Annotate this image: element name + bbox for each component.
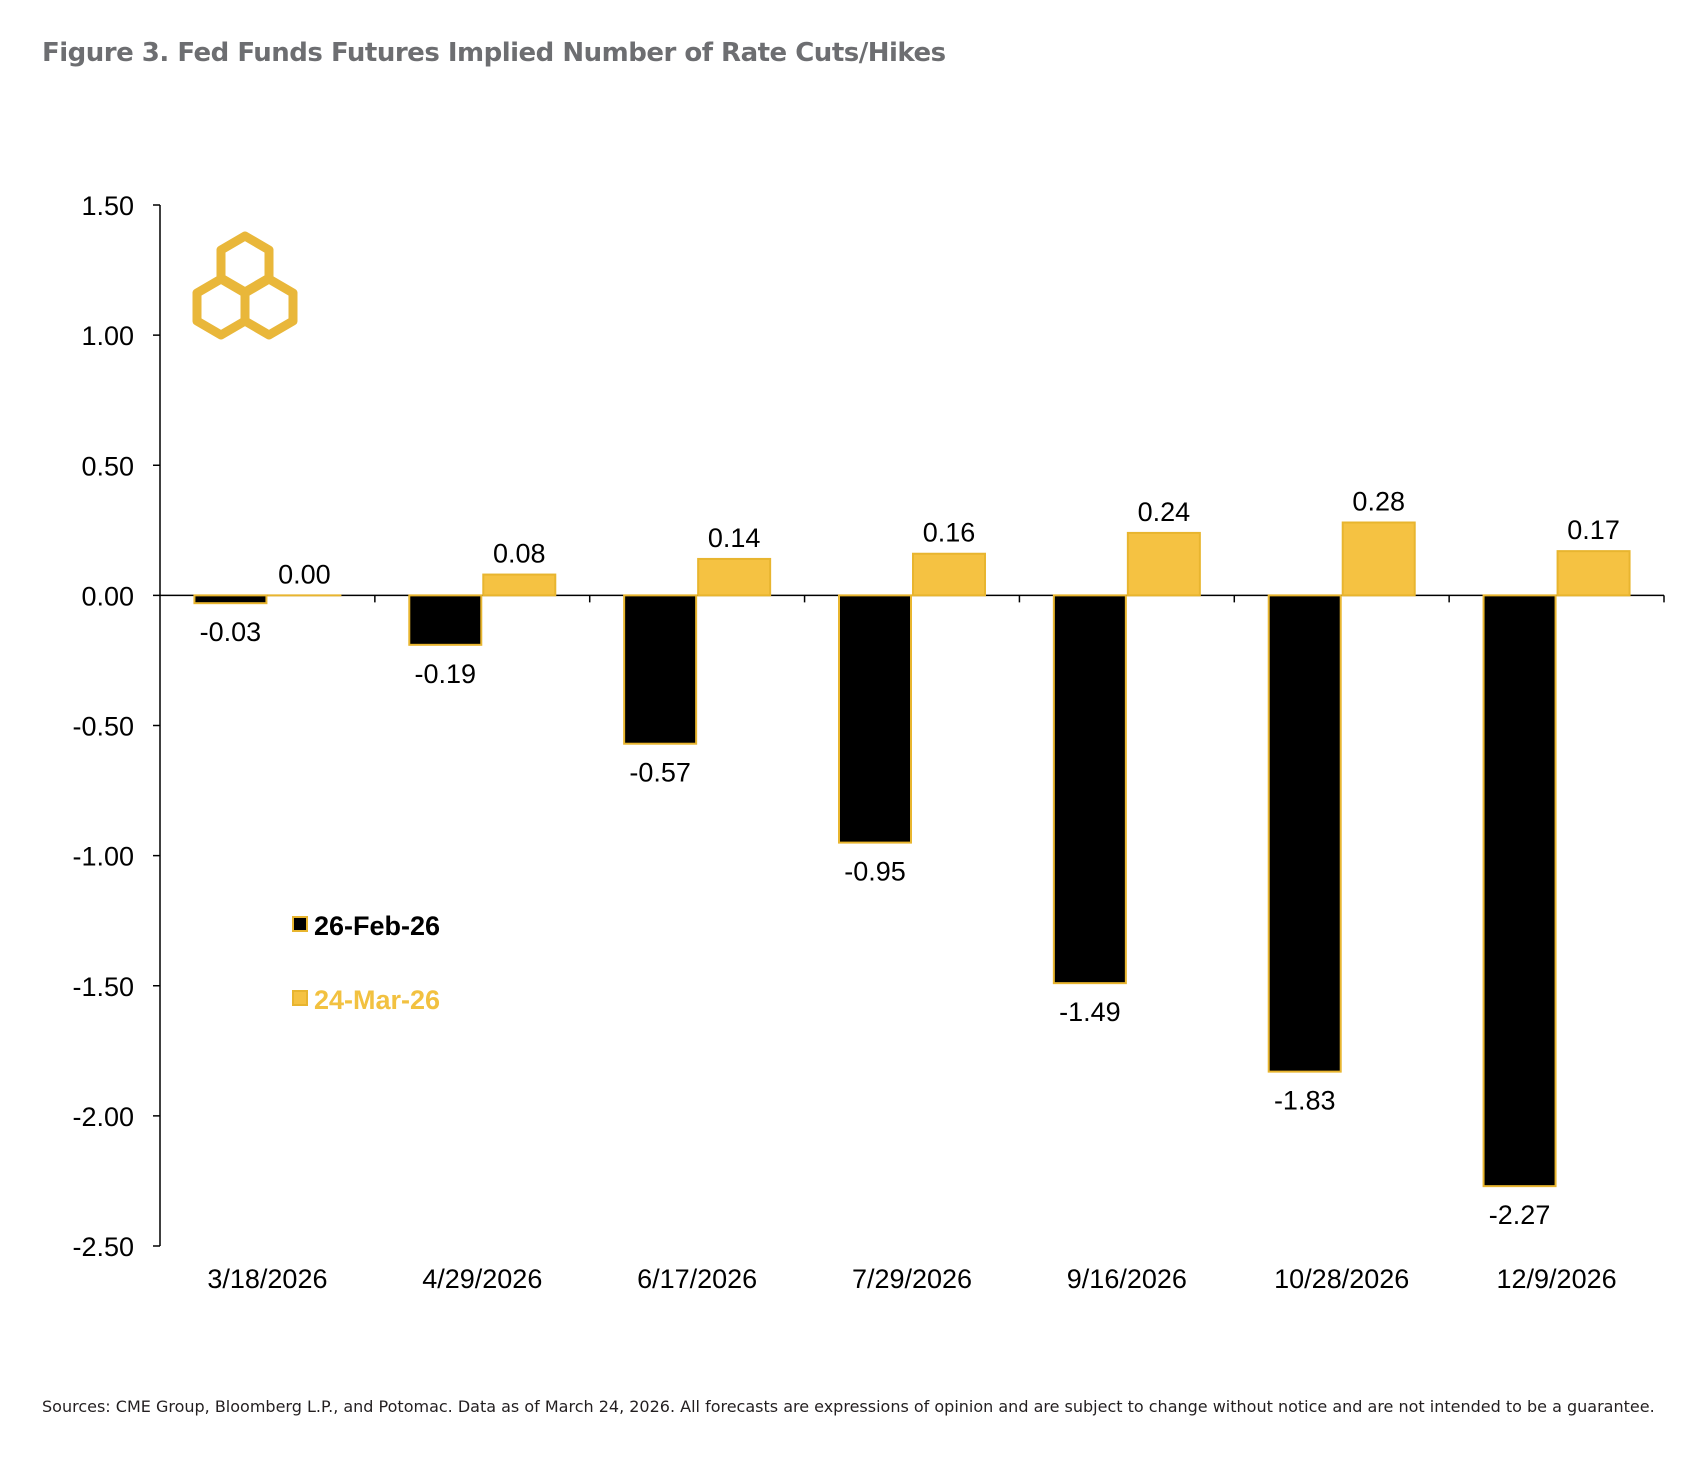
bar-series-2 — [697, 557, 772, 597]
x-tick-label: 4/29/2026 — [422, 1264, 542, 1294]
footnote: Sources: CME Group, Bloomberg L.P., and … — [42, 1397, 1655, 1416]
x-tick-label: 3/18/2026 — [207, 1264, 327, 1294]
data-label-series-2: 0.00 — [278, 559, 331, 589]
x-tick-label: 9/16/2026 — [1067, 1264, 1187, 1294]
data-label-series-1: -0.57 — [629, 758, 691, 788]
y-axis-ticks: 1.50 1.00 0.50 0.00 -0.50 -1.00 -1.50 -2.00 -2.5… — [72, 191, 160, 1262]
y-tick-label: -1.00 — [72, 842, 134, 872]
x-tick-label: 7/29/2026 — [852, 1264, 972, 1294]
data-label-series-2: 0.17 — [1567, 515, 1620, 545]
bar-series-1 — [408, 594, 483, 646]
data-label-series-1: -0.95 — [844, 857, 906, 887]
bar-series-2 — [1126, 531, 1201, 597]
chart-title: Figure 3. Fed Funds Futures Implied Numb… — [42, 38, 946, 68]
data-label-series-1: -1.83 — [1274, 1086, 1336, 1116]
data-label-series-2: 0.24 — [1138, 497, 1191, 527]
y-tick-label: 1.00 — [81, 321, 134, 351]
x-axis-labels: 3/18/2026 4/29/2026 6/17/2026 7/29/2026 9/16… — [207, 1264, 1616, 1294]
data-label-series-1: -2.27 — [1489, 1200, 1551, 1230]
legend-label-series-1: 26-Feb-26 — [314, 911, 440, 941]
bar-series-2 — [482, 573, 557, 597]
bar-series-1 — [623, 594, 698, 745]
y-tick-label: 1.50 — [81, 191, 134, 221]
bar-series-1 — [193, 594, 268, 605]
data-label-series-2: 0.08 — [493, 539, 546, 569]
logo-hexagon-right — [240, 274, 298, 340]
bars — [193, 521, 1631, 1188]
legend-label-series-2: 24-Mar-26 — [314, 985, 440, 1015]
bar-series-1 — [1267, 594, 1342, 1073]
potomac-logo-icon — [192, 231, 298, 340]
bar-series-1 — [1052, 594, 1127, 985]
x-tick-label: 6/17/2026 — [637, 1264, 757, 1294]
bar-chart: 1.50 1.00 0.50 0.00 -0.50 -1.00 -1.50 -2.00 -2.5… — [72, 191, 1665, 1294]
legend-swatch-series-2 — [292, 990, 308, 1006]
data-label-series-2: 0.28 — [1352, 487, 1405, 517]
x-tick-label: 10/28/2026 — [1274, 1264, 1409, 1294]
bar-series-2 — [912, 552, 986, 597]
bar-series-2 — [1556, 550, 1631, 597]
bar-series-1 — [838, 594, 912, 844]
data-labels: -0.03 0.00 -0.19 0.08 -0.57 0.14 -0.95 0.16 -1.4… — [200, 487, 1620, 1231]
y-tick-label: 0.00 — [81, 581, 134, 611]
logo-hexagon-left — [192, 274, 250, 340]
data-label-series-1: -0.03 — [200, 617, 262, 647]
legend-swatch-series-1 — [292, 916, 308, 932]
data-label-series-1: -0.19 — [415, 659, 477, 689]
bar-series-2 — [1341, 521, 1416, 597]
y-tick-label: -1.50 — [72, 972, 134, 1002]
y-tick-label: -0.50 — [72, 712, 134, 742]
bar-series-1 — [1482, 594, 1557, 1188]
y-tick-label: -2.00 — [72, 1102, 134, 1132]
legend: 26-Feb-26 24-Mar-26 — [292, 911, 440, 1015]
data-label-series-2: 0.16 — [923, 518, 976, 548]
data-label-series-2: 0.14 — [708, 523, 761, 553]
x-tick-label: 12/9/2026 — [1497, 1264, 1617, 1294]
y-tick-label: 0.50 — [81, 451, 134, 481]
y-tick-label: -2.50 — [72, 1232, 134, 1262]
data-label-series-1: -1.49 — [1059, 997, 1121, 1027]
